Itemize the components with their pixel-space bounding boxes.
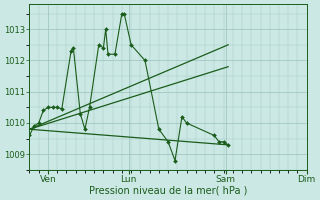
X-axis label: Pression niveau de la mer( hPa ): Pression niveau de la mer( hPa ): [89, 186, 247, 196]
